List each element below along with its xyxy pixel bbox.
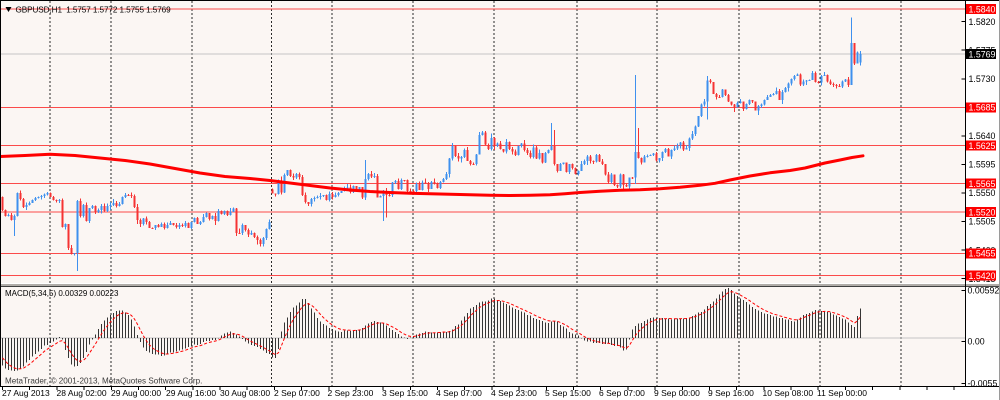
svg-text:0.00: 0.00 (968, 337, 985, 347)
svg-text:1.5520: 1.5520 (969, 207, 996, 217)
svg-text:11 Sep 00:00: 11 Sep 00:00 (817, 388, 867, 398)
svg-text:4 Sep 23:00: 4 Sep 23:00 (491, 388, 537, 398)
svg-text:1.5420: 1.5420 (969, 271, 996, 281)
svg-text:1.5730: 1.5730 (969, 74, 996, 84)
svg-text:1.5685: 1.5685 (969, 103, 996, 113)
svg-text:10 Sep 08:00: 10 Sep 08:00 (763, 388, 814, 398)
svg-text:1.5769: 1.5769 (969, 49, 996, 59)
svg-text:2 Sep 07:00: 2 Sep 07:00 (274, 388, 320, 398)
svg-text:4 Sep 07:00: 4 Sep 07:00 (436, 388, 482, 398)
svg-text:1.5595: 1.5595 (969, 160, 996, 170)
svg-text:1.5455: 1.5455 (969, 249, 996, 259)
svg-text:28 Aug 02:00: 28 Aug 02:00 (57, 388, 107, 398)
svg-text:30 Aug 08:00: 30 Aug 08:00 (220, 388, 270, 398)
svg-text:MACD(5,34,5) 0.00329 0.00223: MACD(5,34,5) 0.00329 0.00223 (5, 289, 119, 298)
svg-text:29 Aug 16:00: 29 Aug 16:00 (166, 388, 216, 398)
svg-text:1.5820: 1.5820 (969, 17, 996, 27)
svg-text:3 Sep 15:00: 3 Sep 15:00 (382, 388, 428, 398)
svg-text:0.00592: 0.00592 (968, 286, 1000, 296)
svg-text:1.5840: 1.5840 (969, 4, 996, 14)
svg-text:MetaTrader, © 2001-2013, MetaQ: MetaTrader, © 2001-2013, MetaQuotes Soft… (5, 377, 202, 386)
svg-text:1.5565: 1.5565 (969, 179, 996, 189)
svg-text:27 Aug 2013: 27 Aug 2013 (2, 388, 50, 398)
svg-text:1.5625: 1.5625 (969, 141, 996, 151)
svg-text:GBPUSD,H1 1.5757 1.5772 1.575: GBPUSD,H1 1.5757 1.5772 1.5755 1.5769 (16, 6, 172, 15)
svg-text:29 Aug 00:00: 29 Aug 00:00 (111, 388, 161, 398)
svg-text:1.5550: 1.5550 (969, 188, 996, 198)
svg-text:-0.0055: -0.0055 (968, 379, 998, 389)
svg-text:5 Sep 15:00: 5 Sep 15:00 (545, 388, 591, 398)
svg-text:6 Sep 07:00: 6 Sep 07:00 (599, 388, 645, 398)
svg-text:1.5505: 1.5505 (969, 217, 996, 227)
svg-text:9 Sep 00:00: 9 Sep 00:00 (654, 388, 700, 398)
svg-text:1.5640: 1.5640 (969, 131, 996, 141)
svg-text:9 Sep 16:00: 9 Sep 16:00 (708, 388, 754, 398)
svg-text:2 Sep 23:00: 2 Sep 23:00 (328, 388, 374, 398)
